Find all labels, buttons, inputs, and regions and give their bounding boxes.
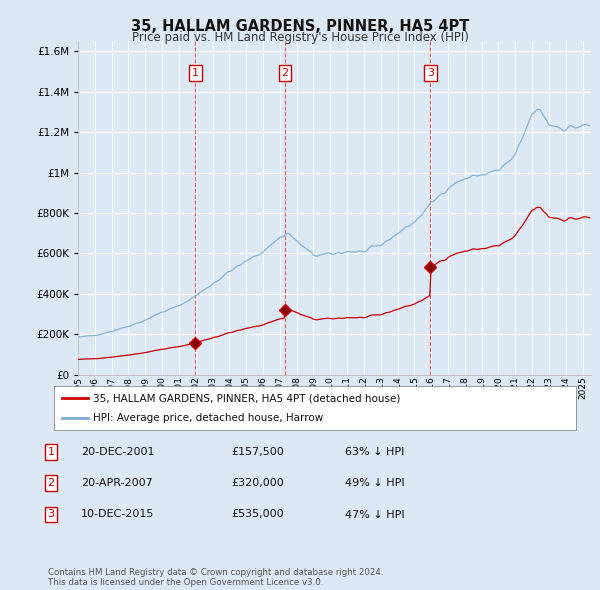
Text: 2: 2 bbox=[47, 478, 55, 488]
Text: 1: 1 bbox=[47, 447, 55, 457]
Text: Contains HM Land Registry data © Crown copyright and database right 2024.
This d: Contains HM Land Registry data © Crown c… bbox=[48, 568, 383, 587]
Text: £320,000: £320,000 bbox=[231, 478, 284, 488]
Text: 35, HALLAM GARDENS, PINNER, HA5 4PT (detached house): 35, HALLAM GARDENS, PINNER, HA5 4PT (det… bbox=[93, 393, 401, 403]
Text: 2: 2 bbox=[281, 68, 289, 78]
Text: £157,500: £157,500 bbox=[231, 447, 284, 457]
Text: Price paid vs. HM Land Registry's House Price Index (HPI): Price paid vs. HM Land Registry's House … bbox=[131, 31, 469, 44]
Text: 35, HALLAM GARDENS, PINNER, HA5 4PT: 35, HALLAM GARDENS, PINNER, HA5 4PT bbox=[131, 19, 469, 34]
Text: 20-DEC-2001: 20-DEC-2001 bbox=[81, 447, 155, 457]
Text: £535,000: £535,000 bbox=[231, 510, 284, 519]
Text: 49% ↓ HPI: 49% ↓ HPI bbox=[345, 478, 404, 488]
Text: 3: 3 bbox=[47, 510, 55, 519]
Text: HPI: Average price, detached house, Harrow: HPI: Average price, detached house, Harr… bbox=[93, 413, 323, 423]
Text: 20-APR-2007: 20-APR-2007 bbox=[81, 478, 153, 488]
Text: 1: 1 bbox=[192, 68, 199, 78]
Text: 3: 3 bbox=[427, 68, 434, 78]
Text: 47% ↓ HPI: 47% ↓ HPI bbox=[345, 510, 404, 519]
Text: 10-DEC-2015: 10-DEC-2015 bbox=[81, 510, 154, 519]
Text: 63% ↓ HPI: 63% ↓ HPI bbox=[345, 447, 404, 457]
